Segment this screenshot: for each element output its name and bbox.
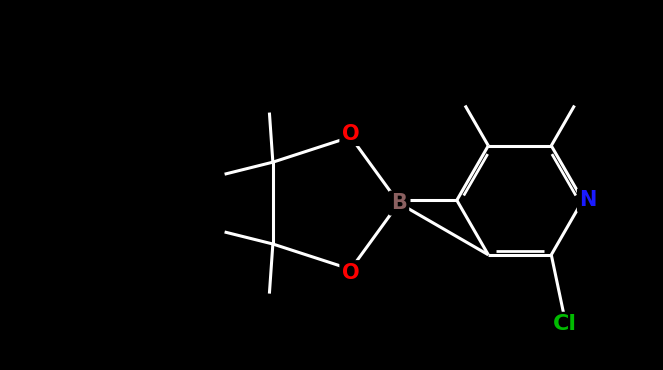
Text: Cl: Cl [552,314,577,334]
Text: B: B [391,193,406,213]
Text: N: N [579,190,597,210]
Text: O: O [342,263,359,283]
Text: O: O [342,124,359,144]
